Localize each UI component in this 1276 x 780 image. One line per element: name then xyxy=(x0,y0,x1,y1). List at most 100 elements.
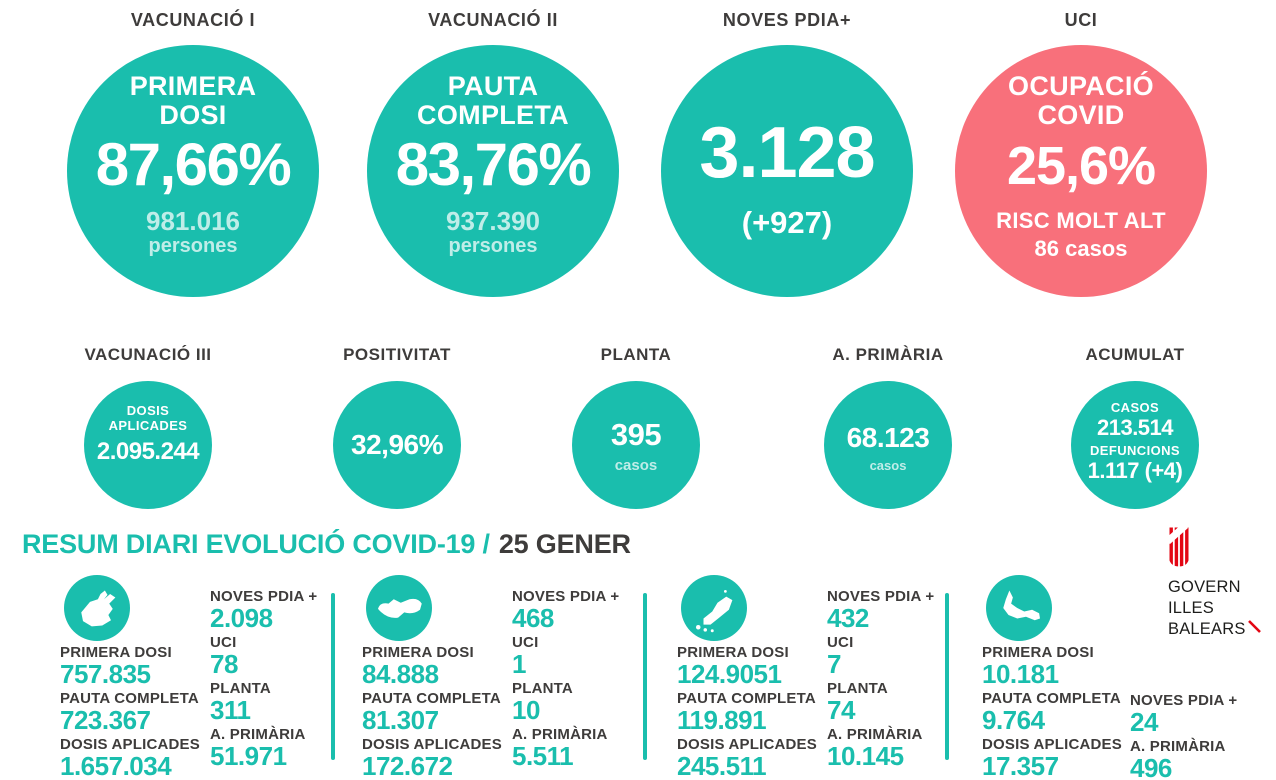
circle-label-line1: PRIMERA xyxy=(129,71,257,101)
uci-cases: 86 casos xyxy=(1034,236,1128,261)
circle-label-line2: APLICADES xyxy=(108,418,188,433)
deaths-label: DEFUNCIONS xyxy=(1090,443,1180,458)
stat-row: NOVES PDIA +24 xyxy=(1130,693,1237,736)
stat-label: UCI xyxy=(827,634,854,651)
logo-line1: GOVERN xyxy=(1168,578,1241,596)
planta-circle: 395 casos xyxy=(572,381,700,509)
stat-row: PLANTA 311 xyxy=(210,681,317,724)
stat-value: 10.181 xyxy=(982,659,1059,689)
eivissa-island-icon xyxy=(681,575,747,641)
stat-card-title: UCI xyxy=(1064,10,1098,30)
stat-row: NOVES PDIA +432 xyxy=(827,589,934,632)
stat-value: 81.307 xyxy=(362,705,439,735)
stat-label: PRIMERA DOSI xyxy=(362,644,474,661)
island-stats-right: NOVES PDIA +24 A. PRIMÀRIA 496 xyxy=(1130,693,1237,780)
circle-value: 83,76% xyxy=(395,131,592,198)
circle-sub-unit: persones xyxy=(148,235,238,257)
stat-value: 119.891 xyxy=(677,705,767,735)
island-stats-right: NOVES PDIA +468 UCI 1 PLANTA 10 A. PRIMÀRIA 5.… xyxy=(512,589,619,773)
stat-label: NOVES PDIA + xyxy=(827,588,935,605)
stat-value: 51.971 xyxy=(210,741,287,771)
stat-value: 17.357 xyxy=(982,751,1059,780)
uci-ocupacio-circle: OCUPACIÓ COVID 25,6% RISC MOLT ALT 86 ca… xyxy=(955,45,1207,297)
stat-value: 1 xyxy=(512,649,526,679)
stat-value: 7 xyxy=(827,649,841,679)
stat-row: PAUTA COMPLETA 119.891 xyxy=(677,691,817,734)
island-stats-left: PRIMERA DOSI 124.9051 PAUTA COMPLETA 119.89… xyxy=(677,645,817,780)
stat-card-title: ACUMULAT xyxy=(1085,345,1185,364)
stat-value: 10.145 xyxy=(827,741,904,771)
stat-card-title: PLANTA xyxy=(600,345,672,364)
island-group-eivissa: PRIMERA DOSI 124.9051 PAUTA COMPLETA 119.89… xyxy=(675,575,950,780)
stat-card-title: VACUNACIÓ III xyxy=(84,345,212,364)
noves-pdia-circle: 3.128 (+927) xyxy=(661,45,913,297)
logo-line3: BALEARS xyxy=(1168,619,1262,640)
circle-label-line2: DOSI xyxy=(159,100,227,130)
stat-row: A. PRIMÀRIA 51.971 xyxy=(210,727,317,770)
stat-row: NOVES PDIA +2.098 xyxy=(210,589,317,632)
circle-value: 25,6% xyxy=(1006,136,1156,196)
stat-row: PAUTA COMPLETA 9.764 xyxy=(982,691,1122,734)
circle-value: 3.128 xyxy=(699,113,875,193)
stat-card-title: VACUNACIÓ II xyxy=(428,10,558,30)
circle-label: PAUTA COMPLETA xyxy=(367,45,619,130)
pauta-completa-circle: PAUTA COMPLETA 83,76% 937.390 persones xyxy=(367,45,619,297)
logo-text: GOVERN ILLES BALEARS xyxy=(1168,577,1262,640)
island-stats-right: NOVES PDIA +2.098 UCI 78 PLANTA 311 A. PRIMÀR… xyxy=(210,589,317,773)
circle-sub-count: 981.016 xyxy=(146,206,240,236)
mallorca-island-icon xyxy=(64,575,130,641)
island-group-mallorca: PRIMERA DOSI 757.835 PAUTA COMPLETA 723.367… xyxy=(58,575,333,780)
circle-delta: (+927) xyxy=(741,205,833,240)
circle-value: 395 xyxy=(610,417,662,452)
divider xyxy=(331,593,335,760)
stat-row: UCI 7 xyxy=(827,635,934,678)
cases-value: 213.514 xyxy=(1096,415,1174,440)
stat-value: 124.9051 xyxy=(677,659,782,689)
stat-row: A. PRIMÀRIA 10.145 xyxy=(827,727,934,770)
island-group-menorca: PRIMERA DOSI 84.888 PAUTA COMPLETA 81.307 DO… xyxy=(360,575,635,780)
menorca-island-icon xyxy=(366,575,432,641)
stat-label: PRIMERA DOSI xyxy=(982,644,1094,661)
stat-label: A. PRIMÀRIA xyxy=(1130,738,1226,755)
stat-value: 10 xyxy=(512,695,540,725)
stat-value: 78 xyxy=(210,649,238,679)
stat-row: UCI 1 xyxy=(512,635,619,678)
cases-label: CASOS xyxy=(1110,400,1160,415)
circle-sub-unit: casos xyxy=(614,457,658,474)
stat-card-vacunacio-ii: VACUNACIÓ II PAUTA COMPLETA 83,76% 937.3… xyxy=(363,10,623,297)
stat-row: A. PRIMÀRIA 496 xyxy=(1130,739,1237,780)
island-group-formentera: PRIMERA DOSI 10.181 PAUTA COMPLETA 9.764 DOS… xyxy=(980,575,1255,780)
stat-card-uci: UCI OCUPACIÓ COVID 25,6% RISC MOLT ALT 8… xyxy=(951,10,1211,297)
circle-sub-unit: persones xyxy=(448,235,538,257)
positivitat-circle: 32,96% xyxy=(333,381,461,509)
stat-value: 74 xyxy=(827,695,855,725)
stat-value: 5.511 xyxy=(512,741,574,771)
stat-row: DOSIS APLICADES 245.511 xyxy=(677,737,817,780)
stat-value: 757.835 xyxy=(60,659,151,689)
circle-label: DOSIS APLICADES xyxy=(84,381,212,433)
stat-row: PRIMERA DOSI 124.9051 xyxy=(677,645,817,688)
stat-label: PAUTA COMPLETA xyxy=(60,690,199,707)
circle-value: 68.123 xyxy=(846,422,930,453)
circle-label-line1: DOSIS xyxy=(126,403,170,418)
circle-sub-count: 937.390 xyxy=(446,206,540,236)
circle-value: 2.095.244 xyxy=(96,438,200,465)
stat-card-planta: PLANTA 395 casos xyxy=(551,345,721,509)
stat-label: DOSIS APLICADES xyxy=(60,736,200,753)
circle-label-line2: COMPLETA xyxy=(417,100,569,130)
stat-value: 2.098 xyxy=(210,603,273,633)
stat-card-title: VACUNACIÓ I xyxy=(130,10,256,30)
section-title: RESUM DIARI EVOLUCIÓ COVID-19 / 25 GENER xyxy=(22,529,631,560)
circle-label: PRIMERA DOSI xyxy=(67,45,319,130)
acumulat-circle: CASOS 213.514 DEFUNCIONS 1.117 (+4) xyxy=(1071,381,1199,509)
stat-row: PLANTA 74 xyxy=(827,681,934,724)
logo-line2: ILLES xyxy=(1168,599,1214,617)
balearic-shield-icon xyxy=(1168,527,1189,567)
circle-value: 87,66% xyxy=(95,131,292,198)
stat-label: PLANTA xyxy=(512,680,573,697)
stat-row: UCI 78 xyxy=(210,635,317,678)
divider xyxy=(643,593,647,760)
stat-card-title: A. PRIMÀRIA xyxy=(832,345,944,364)
circle-value: 32,96% xyxy=(351,429,443,460)
stat-label: PLANTA xyxy=(827,680,888,697)
